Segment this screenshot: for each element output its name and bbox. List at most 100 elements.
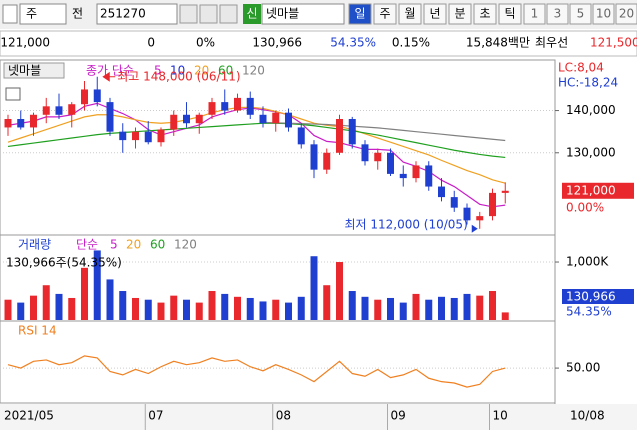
high-note: 최고 148,000 (06/11) (117, 69, 240, 83)
panel-title: 거래량 (18, 238, 51, 252)
y-tick-label: 130,000 (566, 145, 616, 159)
name-box[interactable] (261, 3, 345, 25)
candle-body (412, 165, 420, 179)
period-button[interactable] (498, 3, 522, 25)
info-bar (0, 30, 637, 57)
volume-bar (297, 296, 305, 320)
volume-bar (144, 299, 152, 320)
period-label: 틱 (504, 7, 515, 21)
low-note: 최저 112,000 (10/05) (344, 217, 467, 231)
candle-body (501, 190, 509, 193)
table-icon[interactable] (5, 87, 21, 101)
period-button[interactable] (448, 3, 472, 25)
volume-bar (68, 297, 76, 320)
legend-item: 120 (174, 238, 197, 252)
volume-bar (450, 297, 458, 320)
period-button[interactable] (348, 3, 372, 25)
candle-body (170, 114, 178, 130)
candle-body (183, 114, 190, 124)
y-tick-label: 140,000 (566, 103, 616, 117)
candle-body (463, 207, 471, 221)
ma-line (7, 122, 506, 159)
last-price-box (562, 182, 634, 199)
candle-body (144, 131, 152, 143)
tool-icon[interactable] (199, 4, 218, 24)
volume-bar (157, 302, 165, 320)
select-box[interactable] (19, 3, 67, 25)
count-label: 1 (531, 7, 539, 21)
candle-body (132, 131, 139, 141)
candle-body (234, 97, 241, 111)
candle-body (387, 152, 394, 174)
candle-body (81, 89, 88, 105)
volume-bar (183, 299, 190, 320)
low-arrow (471, 224, 478, 233)
volume-bar (259, 301, 267, 320)
period-label: 주 (379, 7, 390, 21)
last-price: 121,000 (566, 183, 616, 197)
candle-body (425, 165, 433, 187)
panel-title: 넷마블 (8, 64, 41, 78)
candle-body (42, 106, 50, 115)
period-button[interactable] (373, 3, 397, 25)
tool-icon[interactable] (219, 4, 238, 24)
hc-label: HC:-18,24 (558, 76, 618, 90)
period-button[interactable] (423, 3, 447, 25)
candle-body (68, 104, 76, 115)
info-change: 0 (147, 36, 155, 50)
tool-icon[interactable] (179, 4, 198, 24)
candle-body (476, 216, 484, 221)
period-button[interactable] (473, 3, 497, 25)
candle-body (119, 131, 127, 141)
info-turnover: 0.15% (392, 36, 430, 50)
x-tick-label: 08 (276, 409, 291, 423)
count-label: 20 (619, 7, 634, 21)
volume-bar (361, 296, 369, 320)
legend-item: 10 (170, 64, 185, 78)
stock-name: 넷마블 (266, 7, 299, 21)
volume-bar (132, 297, 139, 320)
count-button[interactable] (592, 3, 615, 25)
last-volume-rate: 54.35% (566, 305, 612, 319)
candle-body (272, 112, 280, 124)
candle-body (106, 102, 114, 132)
volume-bar (438, 296, 445, 320)
volume-bar (221, 293, 229, 320)
period-button[interactable] (398, 3, 422, 25)
count-button[interactable] (546, 3, 569, 25)
count-button[interactable] (569, 3, 592, 25)
volume-bar (310, 256, 318, 320)
legend-item: 120 (242, 64, 265, 78)
title-box (3, 62, 65, 79)
legend-item: 20 (194, 64, 209, 78)
info-volume: 130,966 (252, 36, 302, 50)
legend-item: 20 (126, 238, 141, 252)
candle-body (438, 186, 445, 198)
volume-bar (323, 285, 331, 320)
volume-bar (42, 285, 50, 320)
window-icon[interactable] (2, 4, 18, 24)
count-button[interactable] (523, 3, 546, 25)
volume-bar (55, 293, 63, 320)
volume-bar (501, 312, 509, 320)
count-label: 5 (577, 7, 585, 21)
count-button[interactable] (615, 3, 637, 25)
volume-bar (476, 295, 484, 320)
badge-box (243, 4, 261, 24)
x-tick-label: 2021/05 (4, 409, 54, 423)
volume-bar (4, 299, 12, 320)
candle-body (208, 102, 216, 115)
candle-body (221, 102, 229, 111)
candle-body (297, 127, 305, 145)
volume-bar (246, 297, 254, 320)
volume-bar (489, 291, 496, 320)
count-label: 3 (554, 7, 562, 21)
volume-summary: 130,966주(54.35%) (6, 256, 122, 270)
volume-bar (81, 267, 88, 320)
input-box[interactable] (96, 3, 178, 25)
volume-bar (234, 296, 241, 320)
candle-body (55, 106, 63, 115)
candle-body (489, 192, 496, 217)
